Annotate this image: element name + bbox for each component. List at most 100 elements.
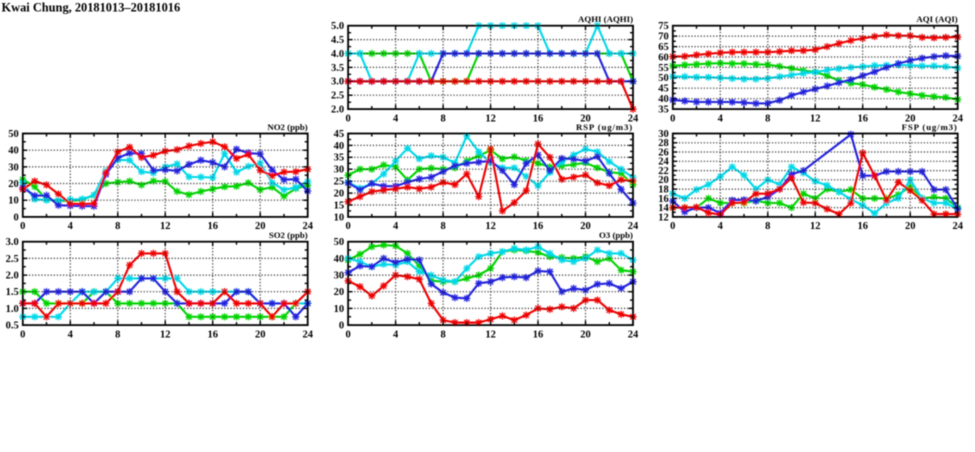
svg-text:4: 4	[393, 221, 399, 232]
svg-text:0: 0	[670, 221, 675, 232]
svg-text:16: 16	[207, 329, 218, 340]
svg-text:SO2 (ppb): SO2 (ppb)	[269, 230, 308, 240]
svg-text:4.0: 4.0	[331, 49, 344, 60]
svg-text:16: 16	[533, 329, 544, 340]
svg-text:8: 8	[115, 329, 120, 340]
svg-text:3.5: 3.5	[331, 63, 344, 74]
svg-text:FSP (ug/m3): FSP (ug/m3)	[902, 122, 958, 132]
svg-text:20: 20	[8, 179, 19, 190]
svg-text:16: 16	[857, 113, 868, 124]
svg-text:40: 40	[334, 141, 345, 152]
svg-text:10: 10	[334, 212, 345, 223]
svg-text:4: 4	[68, 329, 74, 340]
svg-text:10: 10	[334, 304, 345, 315]
svg-text:RSP (ug/m3): RSP (ug/m3)	[576, 122, 633, 132]
svg-text:3.0: 3.0	[331, 77, 344, 88]
svg-text:8: 8	[765, 221, 770, 232]
svg-text:30: 30	[334, 165, 345, 176]
svg-text:NO2 (ppb): NO2 (ppb)	[267, 122, 307, 132]
svg-text:0: 0	[670, 113, 675, 124]
svg-text:20: 20	[658, 175, 669, 186]
svg-text:3.0: 3.0	[6, 237, 19, 248]
svg-text:1.5: 1.5	[6, 287, 19, 298]
svg-text:4: 4	[718, 113, 724, 124]
svg-text:4: 4	[393, 113, 399, 124]
svg-text:35: 35	[658, 105, 669, 116]
svg-text:30: 30	[658, 129, 669, 140]
svg-text:22: 22	[658, 166, 669, 177]
svg-text:16: 16	[207, 221, 218, 232]
svg-text:20: 20	[334, 189, 345, 200]
svg-text:20: 20	[580, 113, 591, 124]
svg-text:55: 55	[658, 63, 669, 74]
svg-text:40: 40	[334, 254, 345, 265]
svg-text:0: 0	[345, 221, 350, 232]
svg-text:0: 0	[20, 329, 25, 340]
svg-text:30: 30	[8, 162, 19, 173]
svg-text:8: 8	[440, 221, 445, 232]
svg-text:20: 20	[255, 329, 266, 340]
svg-text:24: 24	[658, 157, 669, 168]
svg-text:20: 20	[580, 221, 591, 232]
svg-text:45: 45	[334, 129, 345, 140]
svg-text:24: 24	[628, 329, 639, 340]
svg-text:12: 12	[810, 113, 821, 124]
svg-text:0: 0	[345, 329, 350, 340]
svg-text:16: 16	[658, 194, 669, 205]
svg-text:5.0: 5.0	[331, 21, 344, 32]
svg-text:12: 12	[810, 221, 821, 232]
svg-text:20: 20	[255, 221, 266, 232]
svg-text:26: 26	[658, 147, 669, 158]
svg-text:20: 20	[905, 113, 916, 124]
svg-text:24: 24	[628, 221, 639, 232]
svg-text:0: 0	[339, 321, 344, 332]
svg-text:0: 0	[14, 212, 19, 223]
svg-text:16: 16	[857, 221, 868, 232]
svg-text:50: 50	[8, 129, 19, 140]
svg-text:20: 20	[580, 329, 591, 340]
svg-text:40: 40	[8, 146, 19, 157]
svg-text:Kwai Chung, 20181013–20181016: Kwai Chung, 20181013–20181016	[2, 0, 181, 14]
svg-text:4: 4	[393, 329, 399, 340]
svg-text:8: 8	[440, 113, 445, 124]
svg-text:70: 70	[658, 32, 669, 43]
svg-text:30: 30	[334, 271, 345, 282]
svg-text:4: 4	[68, 221, 74, 232]
svg-text:45: 45	[658, 84, 669, 95]
svg-text:0: 0	[20, 221, 25, 232]
svg-text:35: 35	[334, 153, 345, 164]
svg-text:2.0: 2.0	[6, 271, 19, 282]
svg-text:14: 14	[658, 203, 669, 214]
svg-text:12: 12	[485, 329, 496, 340]
svg-text:40: 40	[658, 94, 669, 105]
svg-text:50: 50	[334, 237, 345, 248]
svg-text:16: 16	[533, 113, 544, 124]
svg-text:10: 10	[8, 196, 19, 207]
svg-text:18: 18	[658, 185, 669, 196]
svg-text:24: 24	[952, 221, 963, 232]
svg-text:1.0: 1.0	[6, 304, 19, 315]
svg-text:8: 8	[440, 329, 445, 340]
svg-text:75: 75	[658, 21, 669, 32]
svg-text:25: 25	[334, 177, 345, 188]
svg-text:20: 20	[905, 221, 916, 232]
svg-text:12: 12	[160, 329, 171, 340]
svg-text:16: 16	[533, 221, 544, 232]
svg-text:8: 8	[765, 113, 770, 124]
svg-text:60: 60	[658, 52, 669, 63]
svg-text:2.5: 2.5	[6, 254, 19, 265]
svg-text:0: 0	[345, 113, 350, 124]
svg-text:15: 15	[334, 200, 345, 211]
svg-text:8: 8	[115, 221, 120, 232]
svg-text:2.5: 2.5	[331, 91, 344, 102]
svg-text:65: 65	[658, 42, 669, 53]
svg-text:12: 12	[485, 221, 496, 232]
svg-text:2.0: 2.0	[331, 105, 344, 116]
svg-text:O3 (ppb): O3 (ppb)	[599, 230, 633, 240]
svg-text:28: 28	[658, 138, 669, 149]
svg-text:20: 20	[334, 287, 345, 298]
svg-text:AQI (AQI): AQI (AQI)	[916, 14, 957, 24]
svg-text:12: 12	[160, 221, 171, 232]
svg-text:24: 24	[302, 221, 313, 232]
svg-text:12: 12	[485, 113, 496, 124]
